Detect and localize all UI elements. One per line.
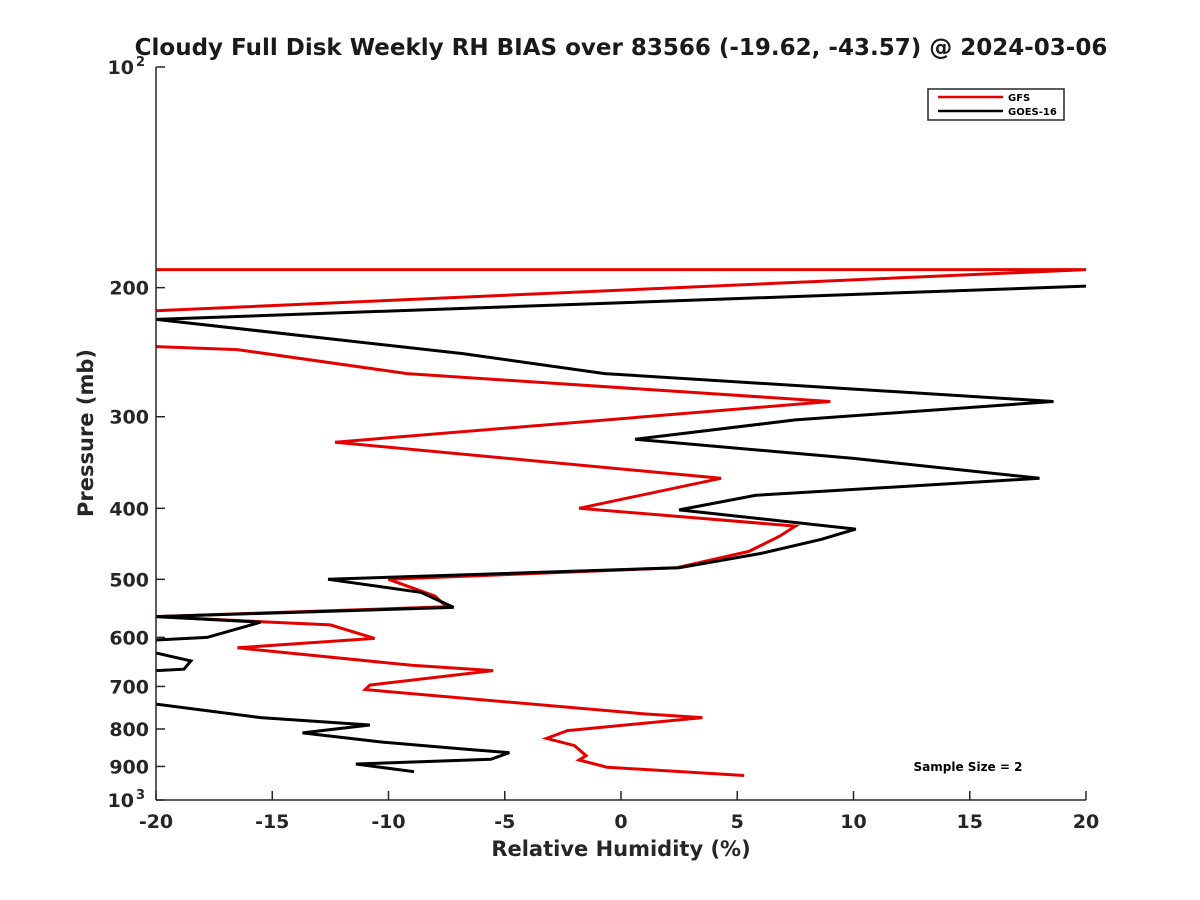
y-tick-label: 10: [108, 57, 134, 79]
y-tick-label: 900: [109, 756, 149, 778]
series-layer: [156, 268, 1086, 777]
series-line-goes-16: [156, 284, 1086, 774]
legend: GFS GOES-16: [927, 88, 1065, 121]
legend-label-goes16: GOES-16: [1008, 107, 1057, 118]
x-ticks: -20 -15 -10 -5 0 5 10 15 20: [139, 791, 1099, 833]
x-axis-label: Relative Humidity (%): [491, 837, 750, 861]
y-tick-exponent: 2: [136, 55, 145, 70]
x-tick-label: -20: [139, 811, 173, 833]
y-tick-label: 600: [109, 627, 149, 649]
x-tick-label: 5: [731, 811, 744, 833]
y-tick-exponent: 3: [136, 788, 145, 803]
sample-size-annotation: Sample Size = 2: [914, 760, 1023, 774]
y-tick-label: 500: [109, 569, 149, 591]
x-tick-label: 15: [957, 811, 983, 833]
x-tick-label: -5: [494, 811, 515, 833]
y-tick-label: 200: [109, 278, 149, 300]
legend-label-gfs: GFS: [1008, 93, 1030, 104]
x-tick-label: -10: [371, 811, 405, 833]
legend-box: [927, 88, 1065, 121]
x-tick-label: -15: [255, 811, 289, 833]
y-tick-label: 800: [109, 719, 149, 741]
y-tick-label: 400: [109, 498, 149, 520]
y-axis-label: Pressure (mb): [74, 349, 98, 517]
x-tick-label: 0: [614, 811, 627, 833]
y-tick-label: 700: [109, 676, 149, 698]
series-line-gfs: [156, 268, 1086, 777]
y-tick-label: 300: [109, 407, 149, 429]
x-tick-label: 10: [840, 811, 866, 833]
axes-layer: [155, 67, 1086, 801]
y-tick-label: 10: [108, 790, 134, 812]
x-tick-label: 20: [1073, 811, 1099, 833]
chart-title: Cloudy Full Disk Weekly RH BIAS over 835…: [135, 35, 1108, 61]
